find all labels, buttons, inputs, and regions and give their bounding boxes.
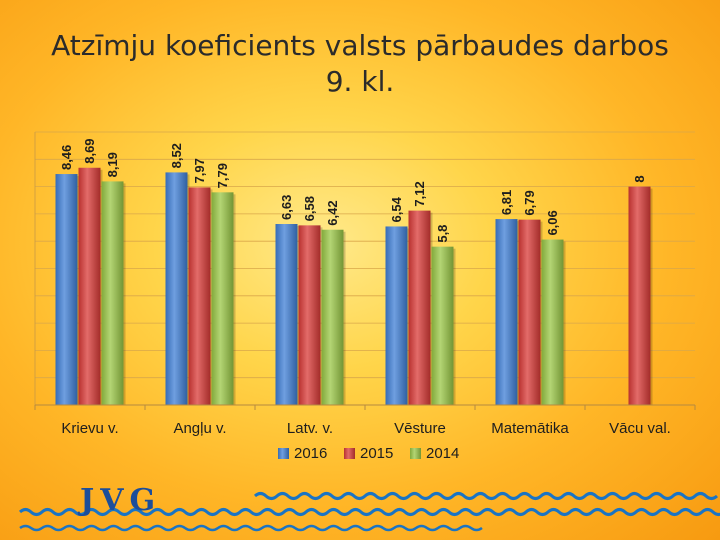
data-label: 6,81 bbox=[499, 190, 514, 215]
legend-label: 2015 bbox=[360, 445, 393, 462]
bar-2014 bbox=[431, 246, 454, 405]
legend-swatch-2014 bbox=[410, 448, 421, 459]
title-line-2: 9. kl. bbox=[325, 65, 395, 98]
data-label: 8 bbox=[632, 175, 647, 182]
x-tick-label: Matemātika bbox=[491, 420, 569, 437]
bar-2016 bbox=[495, 219, 518, 405]
bar-2016 bbox=[165, 172, 188, 405]
chart-x-axis: Krievu v. Angļu v. Latv. v. Vēsture Matemāti… bbox=[34, 404, 696, 437]
data-label: 6,58 bbox=[302, 196, 317, 221]
data-label: 7,12 bbox=[412, 181, 427, 206]
school-logo: JVG bbox=[80, 483, 162, 518]
legend-label: 2014 bbox=[426, 445, 459, 462]
chart-data-labels: 8,46 8,69 8,19 8,52 7,97 7,79 6,63 6,58 6,42 6,54… bbox=[59, 138, 647, 242]
x-tick-label: Vēsture bbox=[394, 420, 446, 437]
data-label: 6,06 bbox=[545, 210, 560, 235]
bar-2015 bbox=[408, 210, 431, 405]
slide-title: Atzīmju koeficients valsts pārbaudes dar… bbox=[0, 28, 720, 100]
data-label: 7,97 bbox=[192, 158, 207, 183]
data-label: 8,69 bbox=[82, 138, 97, 163]
data-label: 6,63 bbox=[279, 195, 294, 220]
data-label: 6,54 bbox=[389, 196, 404, 222]
data-label: 6,42 bbox=[325, 200, 340, 225]
bar-2015 bbox=[188, 187, 211, 405]
legend-label: 2016 bbox=[294, 445, 327, 462]
x-tick-label: Vācu val. bbox=[609, 420, 671, 437]
bar-2015 bbox=[628, 186, 651, 405]
chart-gridlines bbox=[34, 131, 695, 405]
bar-2015 bbox=[518, 219, 541, 405]
data-label: 8,19 bbox=[105, 152, 120, 177]
bar-2015 bbox=[78, 167, 101, 405]
bar-2016 bbox=[55, 174, 78, 405]
data-label: 8,52 bbox=[169, 143, 184, 168]
wave-line bbox=[253, 492, 719, 500]
wave-line bbox=[19, 524, 483, 532]
bar-2014 bbox=[541, 239, 564, 405]
chart-legend: 2016 2015 2014 bbox=[278, 445, 459, 462]
x-tick-label: Krievu v. bbox=[61, 420, 118, 437]
title-line-1: Atzīmju koeficients valsts pārbaudes dar… bbox=[51, 29, 669, 62]
wave-line bbox=[18, 508, 720, 516]
data-label: 7,79 bbox=[215, 163, 230, 188]
bar-2016 bbox=[385, 226, 408, 405]
legend-swatch-2015 bbox=[344, 448, 355, 459]
footer-wave-decoration bbox=[18, 492, 720, 532]
bar-2014 bbox=[211, 192, 234, 405]
chart-bars bbox=[55, 167, 653, 405]
data-label: 6,79 bbox=[522, 190, 537, 215]
x-tick-label: Angļu v. bbox=[173, 420, 226, 437]
legend-swatch-2016 bbox=[278, 448, 289, 459]
bar-2016 bbox=[275, 224, 298, 405]
data-label: 8,46 bbox=[59, 145, 74, 170]
bar-2015 bbox=[298, 225, 321, 405]
bar-2014 bbox=[101, 181, 124, 405]
data-label: 5,8 bbox=[435, 225, 450, 243]
x-tick-label: Latv. v. bbox=[287, 420, 333, 437]
bar-2014 bbox=[321, 229, 344, 405]
